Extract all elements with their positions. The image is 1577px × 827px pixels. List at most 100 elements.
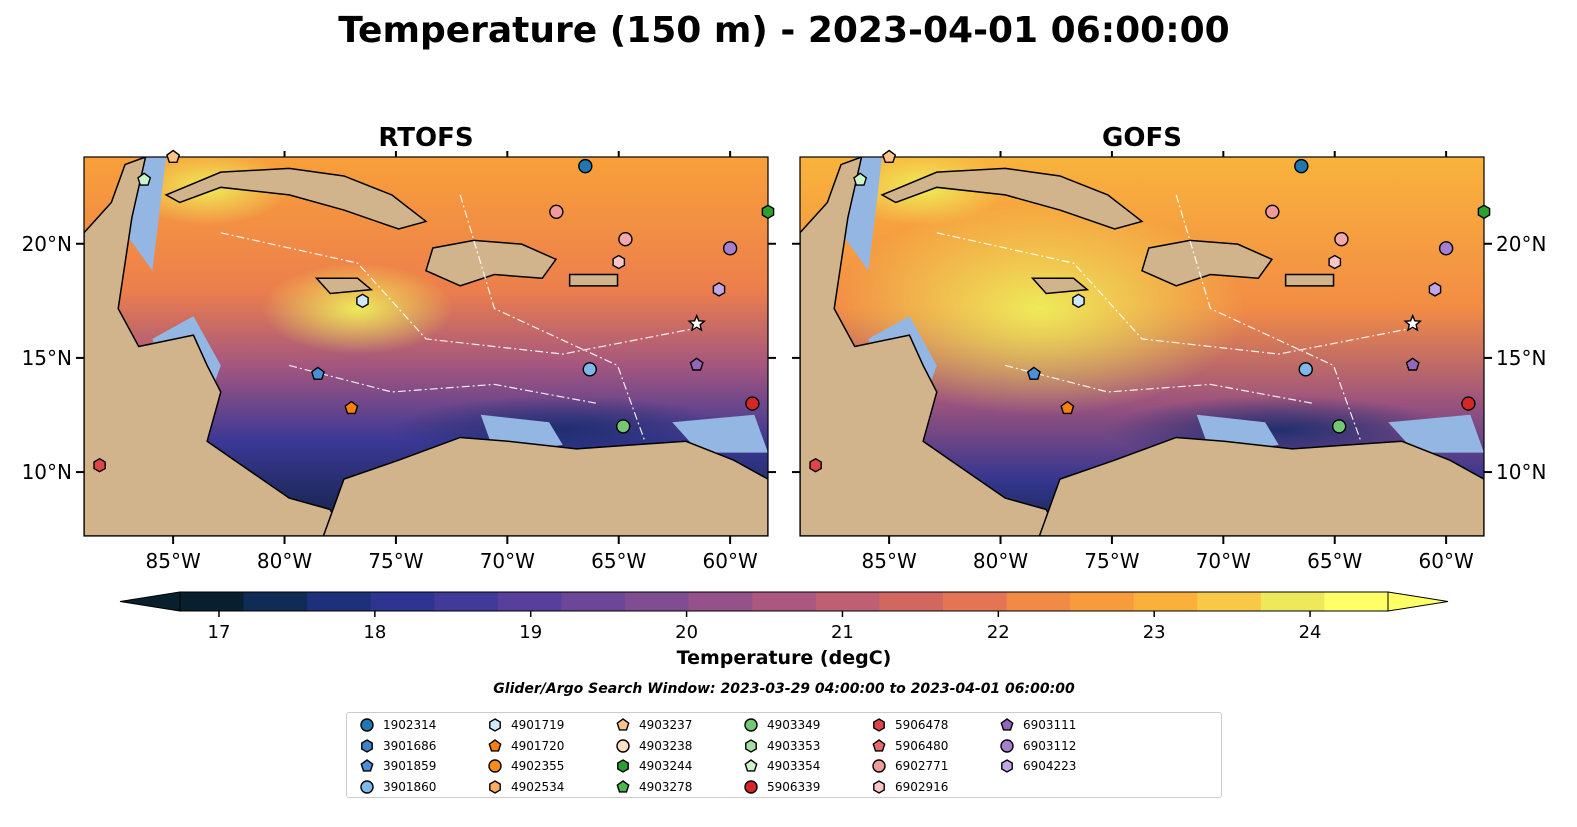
colorbar-tick-label: 21 (831, 622, 854, 643)
legend-marker (488, 759, 502, 773)
legend-marker-icon (744, 759, 758, 772)
colorbar-segment (434, 592, 499, 611)
float-marker (1405, 357, 1420, 371)
legend-marker (745, 738, 757, 753)
legend-item: 6902771 (871, 757, 948, 775)
legend-marker-icon (617, 759, 629, 773)
land-mass (164, 167, 428, 230)
legend-marker-icon (1000, 738, 1014, 753)
colorbar-tick-label: 17 (208, 622, 231, 643)
colorbar-extend-low (119, 591, 181, 612)
colorbar-frame (179, 591, 1389, 612)
legend-marker-icon (1000, 718, 1014, 731)
legend-marker-icon (616, 779, 630, 793)
legend-item: 4903349 (743, 716, 820, 734)
lat-tick-label: 10°N (22, 460, 72, 484)
panel-frame (799, 156, 1485, 537)
float-marker (689, 357, 704, 371)
legend-marker (360, 779, 374, 794)
land-mass (880, 167, 1144, 230)
legend-label: 4903354 (767, 759, 821, 773)
legend-marker-icon (873, 779, 885, 794)
eez-boundary (1005, 364, 1314, 404)
float-marker (93, 457, 106, 473)
colorbar-segment (307, 592, 372, 611)
legend-marker-icon (488, 738, 502, 752)
lon-tick-label: 70°W (1196, 549, 1251, 573)
lon-tick-label: 65°W (591, 549, 646, 573)
colorbar-segment (1260, 592, 1325, 611)
float-marker (687, 313, 707, 332)
legend-marker-icon (360, 759, 374, 772)
panel-title: RTOFS (378, 123, 473, 153)
float-marker (809, 457, 822, 473)
float-marker (1328, 254, 1342, 270)
float-marker (582, 362, 597, 377)
colorbar-segment (1133, 592, 1198, 611)
legend-marker (1000, 718, 1014, 731)
lon-tick-label: 70°W (480, 549, 535, 573)
float-marker (712, 282, 726, 297)
legend-marker-icon (873, 718, 885, 732)
land-mass (568, 273, 619, 287)
legend-label: 4902355 (511, 759, 565, 773)
legend-label: 4903244 (639, 759, 693, 773)
legend-marker-icon (744, 718, 758, 732)
colorbar-segment (243, 592, 308, 611)
legend-label: 6902916 (895, 779, 949, 794)
lon-tick-label: 65°W (1307, 549, 1362, 573)
legend-label: 3901860 (383, 779, 437, 794)
lat-tick-label: 10°N (1496, 460, 1546, 484)
colorbar-segment (625, 592, 690, 611)
legend-item: 6903111 (999, 716, 1076, 734)
legend-marker-icon (360, 718, 374, 732)
legend-label: 4903238 (639, 738, 693, 753)
float-marker (1477, 204, 1491, 220)
legend-item: 5906339 (743, 778, 820, 796)
legend-item: 4903244 (615, 757, 692, 775)
legend-marker (488, 738, 502, 752)
map-panel-rtofs: RTOFS 85°W 80°W 75°W 70°W 65°W 60°W 20°N 15°N 10°… (22, 123, 776, 573)
colorbar-segment (942, 592, 1008, 611)
float-marker (882, 149, 897, 163)
legend-label: 5906339 (767, 779, 821, 794)
lon-tick-label: 85°W (146, 549, 201, 573)
warm-anomaly (834, 202, 1245, 415)
legend-item: 6903112 (999, 737, 1076, 755)
legend-item: 4901720 (487, 737, 564, 755)
colorbar-label: Temperature (degC) (677, 647, 892, 669)
panel-frame (83, 156, 769, 537)
legend-label: 1902314 (383, 718, 437, 732)
legend-item: 3901686 (359, 737, 436, 755)
float-marker (1438, 241, 1454, 256)
colorbar-tick-label: 19 (519, 622, 542, 643)
legend-label: 3901686 (383, 738, 437, 753)
legend-label: 4901720 (511, 738, 565, 753)
land-mass (314, 277, 374, 295)
legend-item: 4902355 (487, 757, 564, 775)
colorbar-segment (370, 592, 435, 611)
float-marker (1072, 293, 1085, 309)
float-markers (93, 149, 775, 473)
legend-item: 6904223 (999, 757, 1076, 775)
float-marker (615, 419, 631, 434)
float-legend: 1902314 3901686 3901859 3901860 4901719 49017… (346, 712, 1222, 798)
lat-tick-label: 15°N (22, 346, 72, 370)
legend-marker (361, 738, 373, 753)
colorbar-segment (815, 592, 880, 611)
legend-item: 4903238 (615, 737, 692, 755)
colorbar-tick-label: 22 (987, 622, 1010, 643)
legend-item: 1902314 (359, 716, 436, 734)
eez-boundary (1175, 194, 1362, 442)
float-marker (1461, 396, 1476, 411)
lon-tick-label: 75°W (368, 549, 423, 573)
colorbar-segment (1324, 592, 1389, 611)
legend-marker-icon (488, 759, 502, 773)
float-marker (166, 149, 181, 163)
colorbar-segment (1197, 592, 1262, 611)
land-mass (322, 436, 768, 536)
legend-marker-icon (744, 779, 758, 794)
float-marker (549, 204, 564, 219)
float-marker (1026, 366, 1041, 380)
